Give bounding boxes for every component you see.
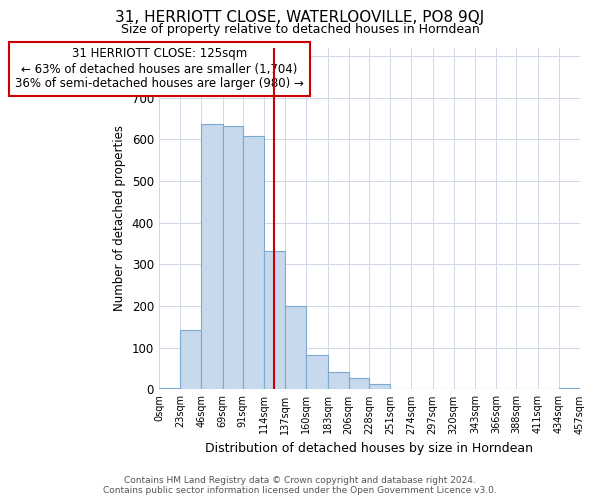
Bar	[243, 136, 264, 390]
Bar	[285, 306, 307, 390]
Text: Size of property relative to detached houses in Horndean: Size of property relative to detached ho…	[121, 22, 479, 36]
Bar	[180, 330, 202, 390]
Bar	[264, 250, 285, 390]
Bar	[349, 378, 369, 390]
Bar	[223, 126, 243, 390]
Bar	[159, 388, 180, 390]
Text: 31 HERRIOTT CLOSE: 125sqm
← 63% of detached houses are smaller (1,704)
36% of se: 31 HERRIOTT CLOSE: 125sqm ← 63% of detac…	[15, 48, 304, 90]
Bar	[559, 388, 580, 390]
Bar	[328, 372, 349, 390]
Bar	[307, 355, 328, 390]
Y-axis label: Number of detached properties: Number of detached properties	[113, 126, 126, 312]
Text: Contains HM Land Registry data © Crown copyright and database right 2024.
Contai: Contains HM Land Registry data © Crown c…	[103, 476, 497, 495]
X-axis label: Distribution of detached houses by size in Horndean: Distribution of detached houses by size …	[205, 442, 533, 455]
Text: 31, HERRIOTT CLOSE, WATERLOOVILLE, PO8 9QJ: 31, HERRIOTT CLOSE, WATERLOOVILLE, PO8 9…	[115, 10, 485, 25]
Bar	[202, 124, 223, 390]
Bar	[369, 384, 390, 390]
